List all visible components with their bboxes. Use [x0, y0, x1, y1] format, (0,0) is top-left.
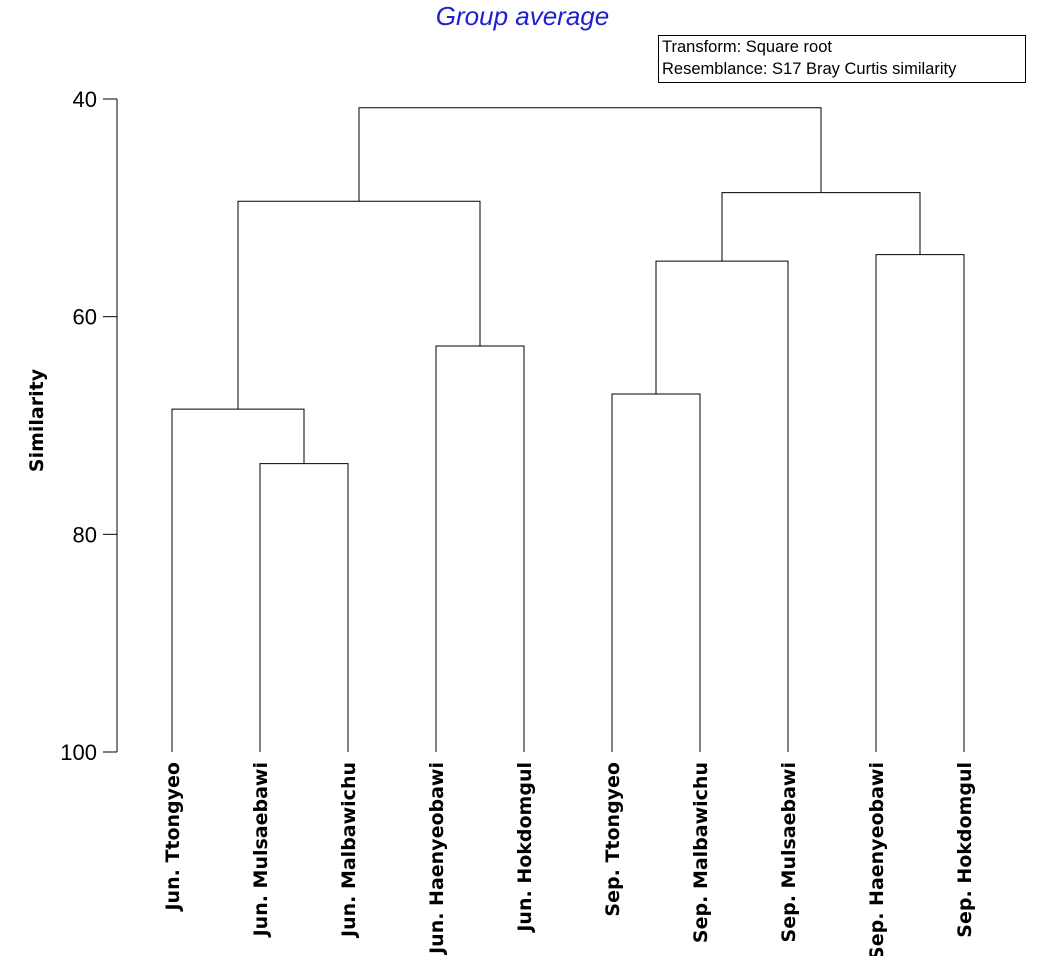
resemblance-annotation: Resemblance: S17 Bray Curtis similarity — [662, 60, 957, 78]
merge-link-m8 — [721, 192, 921, 262]
leaf-label: Sep. Ttongyeo — [602, 762, 624, 917]
chart-title: Group average — [435, 1, 610, 31]
merge-link-m7 — [875, 254, 965, 752]
y-tick-label: 60 — [73, 305, 97, 330]
y-tick-label: 100 — [60, 740, 97, 765]
leaf-label: Sep. Hokdomgul — [954, 762, 976, 938]
merge-link-m6 — [655, 260, 789, 752]
merge-link-m4 — [237, 200, 481, 410]
dendrogram-links — [171, 107, 965, 752]
y-axis: 40 60 80 100 Similarity — [26, 87, 118, 765]
leaf-label: Jun. Hokdomgul — [514, 762, 536, 934]
leaf-label: Jun. Mulsaebawi — [250, 762, 272, 938]
leaf-labels: Jun. Ttongyeo Jun. Mulsaebawi Jun. Malbawi… — [162, 762, 976, 956]
merge-link-m5 — [611, 393, 701, 752]
leaf-label: Jun. Haenyeobawi — [426, 762, 448, 956]
legend-box: Transform: Square root Resemblance: S17 … — [658, 35, 1026, 83]
y-axis-title: Similarity — [26, 368, 48, 472]
leaf-label: Sep. Mulsaebawi — [778, 762, 800, 942]
y-tick-label: 80 — [73, 522, 97, 547]
merge-link-m2 — [171, 408, 305, 752]
merge-link-m3 — [435, 345, 525, 752]
y-tick-label: 40 — [73, 87, 97, 112]
merge-link-m1 — [259, 463, 349, 752]
leaf-label: Jun. Ttongyeo — [162, 762, 184, 913]
leaf-label: Sep. Haenyeobawi — [866, 762, 888, 956]
transform-annotation: Transform: Square root — [662, 38, 832, 56]
leaf-label: Sep. Malbawichu — [690, 762, 712, 943]
leaf-label: Jun. Malbawichu — [338, 762, 360, 939]
merge-link-m9 — [358, 107, 822, 202]
